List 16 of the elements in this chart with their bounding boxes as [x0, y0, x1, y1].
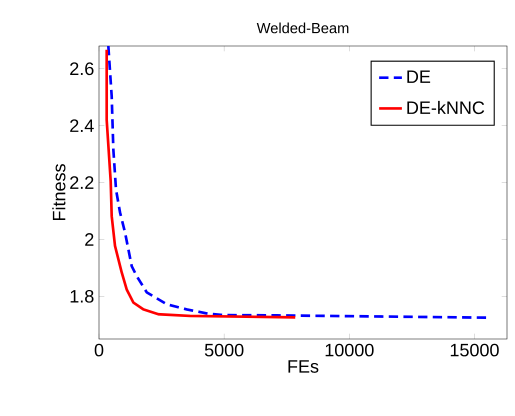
- line-series: [105, 48, 297, 319]
- y-tick-label: 2.2: [70, 176, 94, 189]
- x-tick-label: 15000: [450, 344, 499, 356]
- y-tick-label: 2.4: [70, 119, 94, 132]
- y-tick-label: 2.6: [70, 62, 94, 76]
- x-axis-title: FEs: [288, 360, 318, 373]
- y-tick-label: 1.8: [70, 290, 94, 303]
- x-tick-label: 5000: [204, 344, 244, 356]
- legend-label: DE: [407, 70, 430, 83]
- y-tick-label: 2: [85, 233, 94, 246]
- x-tick-label: 10000: [326, 344, 374, 356]
- line-series: [107, 46, 488, 319]
- x-tick-label: 0: [94, 344, 104, 356]
- y-axis-title: Fitness: [52, 164, 66, 220]
- legend-label: DE-kNNC: [407, 100, 484, 114]
- chart-title: Welded-Beam: [256, 22, 348, 34]
